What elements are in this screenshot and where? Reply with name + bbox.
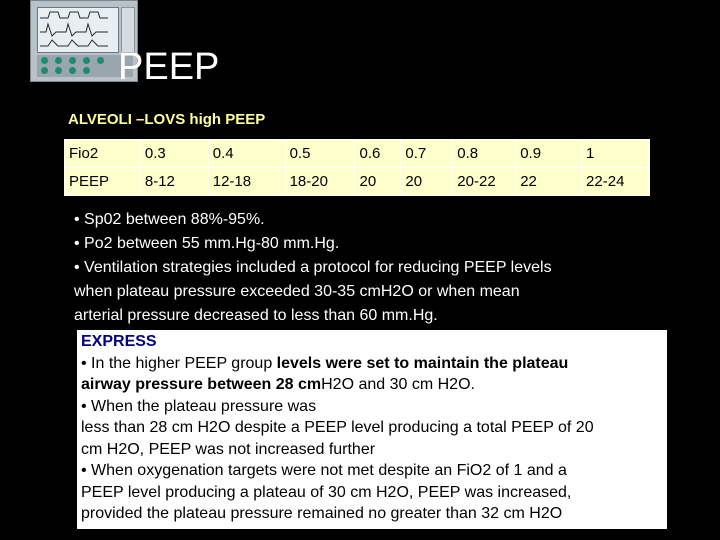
list-item: • Po2 between 55 mm.Hg-80 mm.Hg. [74,235,340,252]
table-cell: 0.9 [515,139,583,168]
table-cell: 0.8 [452,139,517,168]
express-heading: EXPRESS [81,333,157,350]
ventilator-readout [121,7,135,53]
express-box: EXPRESS • In the higher PEEP group level… [77,330,667,529]
table-cell: 22-24 [581,167,650,196]
table-cell: 0.7 [400,139,454,168]
knob-icon [41,57,48,64]
knob-icon [55,57,62,64]
list-item: cm H2O, PEEP was not increased further [81,440,376,458]
table-cell: 18-20 [284,167,356,196]
list-item: • Ventilation strategies included a prot… [74,259,552,276]
table-cell: 20 [354,167,402,196]
list-item: • In the higher PEEP group levels were s… [81,353,663,375]
list-item: • Sp02 between 88%-95%. [74,211,265,228]
table-cell: 1 [581,139,650,168]
lovs-criteria-list: • Sp02 between 88%-95%. • Po2 between 55… [74,208,654,328]
table-row: Fio2 0.3 0.4 0.5 0.6 0.7 0.8 0.9 1 [64,139,650,168]
list-item: when plateau pressure exceeded 30-35 cmH… [74,283,520,300]
knob-icon [69,67,76,74]
knob-icon [83,57,90,64]
knob-icon [55,67,62,74]
table-cell: 12-18 [207,167,286,196]
list-item: PEEP level producing a plateau of 30 cm … [81,483,572,501]
list-item: provided the plateau pressure remained n… [81,505,563,522]
text-span: H2O and 30 cm H2O. [321,376,475,393]
list-item: • When oxygenation targets were not met … [81,462,567,479]
list-item: less than 28 cm H2O despite a PEEP level… [81,419,594,436]
ventilator-controls [37,55,133,77]
table-cell: 0.4 [207,139,286,168]
text-span: airway pressure between 28 cm [81,376,322,393]
ventilator-image [30,0,138,82]
table-cell: 20-22 [452,167,517,196]
knob-icon [97,57,104,64]
page-title: PEEP [118,46,220,88]
text-span: levels were set to maintain the plateau [276,354,569,372]
knob-icon [41,67,48,74]
table-cell: Fio2 [64,139,141,168]
table-cell: 0.6 [354,139,402,168]
knob-icon [83,67,90,74]
waveform-icon [40,11,108,47]
table-cell: 20 [400,167,454,196]
list-item: arterial pressure decreased to less than… [74,307,438,324]
table-cell: PEEP [64,167,141,196]
table-cell: 22 [515,167,583,196]
table-cell: 8-12 [139,167,209,196]
table-cell: 0.3 [139,139,209,168]
fio2-peep-table: Fio2 0.3 0.4 0.5 0.6 0.7 0.8 0.9 1 PEEP … [64,139,650,196]
ventilator-screen [37,7,119,53]
page-subtitle: ALVEOLI –LOVS high PEEP [68,111,266,128]
list-item: • When the plateau pressure was [81,397,317,415]
list-item: airway pressure between 28 cmH2O and 30 … [81,374,663,396]
table-cell: 0.5 [284,139,356,168]
knob-icon [69,57,76,64]
text-span: • In the higher PEEP group [81,354,277,372]
table-row: PEEP 8-12 12-18 18-20 20 20 20-22 22 22-… [64,167,650,196]
